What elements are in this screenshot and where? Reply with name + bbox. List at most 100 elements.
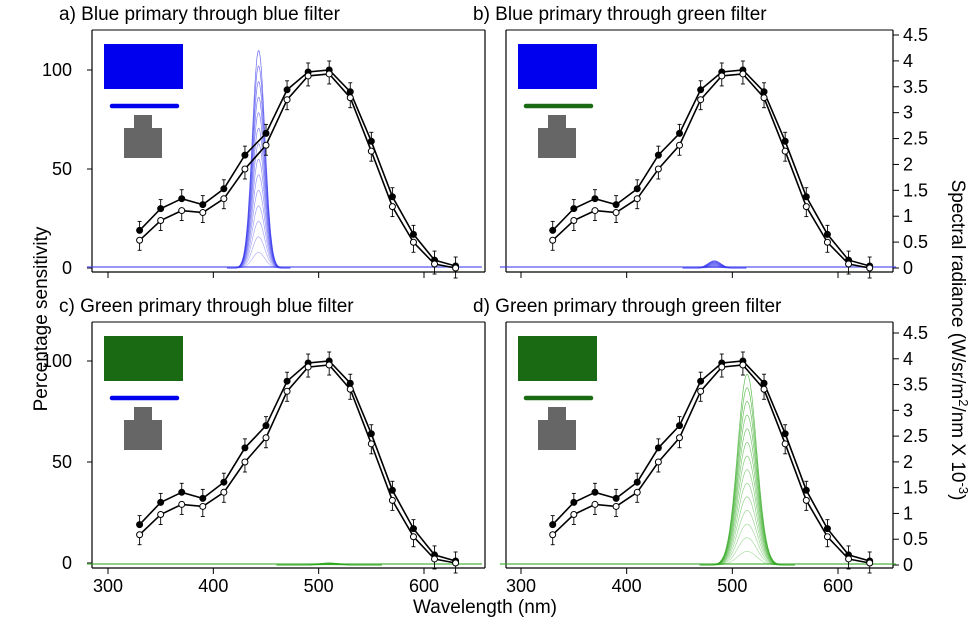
data-point-a-open-1 — [157, 216, 165, 224]
radiance-tick-label-d-9: 4.5 — [903, 323, 928, 343]
spectrum-trace-a-5 — [227, 189, 291, 269]
data-point-c-filled-6 — [262, 422, 270, 430]
sensitivity-line-a-filled — [139, 69, 456, 267]
data-point-b-filled-5 — [654, 151, 662, 159]
data-point-d-filled-4 — [633, 478, 641, 486]
data-point-a-open-0 — [136, 236, 144, 244]
data-point-b-filled-13 — [823, 230, 831, 238]
data-point-b-open-8 — [718, 72, 726, 80]
spectrum-trace-d-4 — [699, 510, 795, 566]
data-point-c-open-9 — [325, 361, 333, 369]
data-point-a-filled-0 — [136, 226, 144, 234]
x-tick-label-d-1: 400 — [612, 576, 642, 596]
data-point-c-filled-0 — [136, 521, 144, 529]
data-point-c-open-7 — [283, 387, 291, 395]
data-point-d-filled-13 — [823, 525, 831, 533]
panel-title-a: a) Blue primary through blue filter — [59, 4, 341, 25]
data-point-b-filled-3 — [612, 201, 620, 209]
radiance-tick-label-d-8: 4 — [903, 349, 913, 369]
data-point-d-open-8 — [718, 363, 726, 371]
panel-c: c) Green primary through blue filter 300 4… — [42, 296, 486, 596]
y-tick-label-a-2: 100 — [42, 60, 72, 80]
radiance-tick-label-b-9: 4.5 — [903, 25, 928, 45]
data-point-c-filled-5 — [241, 444, 249, 452]
data-point-a-filled-1 — [157, 205, 165, 213]
radiance-tick-label-b-7: 3.5 — [903, 77, 928, 97]
data-point-c-filled-10 — [346, 379, 354, 387]
radiance-tick-label-d-6: 3 — [903, 400, 913, 420]
data-point-b-open-4 — [633, 195, 641, 203]
data-point-b-open-14 — [845, 260, 853, 268]
data-point-d-open-9 — [739, 361, 747, 369]
data-point-a-filled-10 — [346, 88, 354, 96]
data-point-b-open-13 — [823, 238, 831, 246]
data-point-d-open-15 — [866, 559, 874, 567]
data-point-d-open-4 — [633, 488, 641, 496]
data-point-c-filled-11 — [367, 430, 375, 438]
data-point-d-open-3 — [612, 502, 620, 510]
data-point-c-open-12 — [388, 496, 396, 504]
data-point-d-filled-5 — [654, 444, 662, 452]
panels: a) Blue primary through blue filter05010… — [42, 4, 928, 596]
spectrum-b — [499, 260, 897, 269]
data-point-b-filled-2 — [591, 195, 599, 203]
data-point-a-open-4 — [220, 195, 228, 203]
data-point-d-filled-12 — [802, 486, 810, 494]
x-tick-label-d-3: 600 — [823, 576, 853, 596]
primary-color-patch-b — [518, 44, 597, 89]
data-point-b-filled-10 — [760, 88, 768, 96]
data-point-c-open-11 — [367, 440, 375, 448]
spectrum-trace-b-4 — [682, 265, 747, 269]
sensitivity-line-b-filled — [552, 69, 870, 267]
data-point-b-open-2 — [591, 207, 599, 215]
data-point-a-open-3 — [199, 209, 207, 217]
sensitivity-line-a-open — [139, 73, 456, 269]
data-point-b-open-15 — [866, 264, 874, 272]
data-point-b-filled-7 — [697, 86, 705, 94]
radiance-tick-label-b-0: 0 — [903, 258, 913, 278]
data-point-a-open-5 — [241, 165, 249, 173]
spectrum-trace-a-3 — [227, 221, 291, 269]
data-point-c-open-0 — [136, 531, 144, 539]
spectrum-trace-d-3 — [699, 523, 795, 566]
data-point-d-filled-10 — [760, 379, 768, 387]
data-point-d-open-10 — [760, 385, 768, 393]
spectrum-a — [86, 49, 482, 269]
sensitivity-line-b-open — [552, 73, 870, 269]
data-point-d-filled-6 — [676, 422, 683, 430]
data-point-a-open-8 — [304, 72, 312, 80]
spectrum-trace-d-13 — [699, 387, 795, 566]
sensitivity-line-d-open — [552, 364, 870, 564]
data-point-c-open-6 — [262, 434, 270, 442]
data-point-c-filled-1 — [157, 498, 165, 506]
spectrum-trace-a-7 — [227, 158, 291, 269]
y-axis-label-left: Percentage sensitivity — [31, 226, 52, 411]
data-point-d-open-11 — [781, 440, 789, 448]
data-point-a-open-14 — [431, 260, 439, 268]
data-point-c-open-14 — [431, 555, 439, 563]
data-point-a-filled-3 — [199, 201, 207, 209]
panel-title-b: b) Blue primary through green filter — [473, 4, 767, 25]
data-point-d-open-14 — [845, 555, 853, 563]
data-point-b-open-3 — [612, 209, 620, 217]
spectrum-trace-d-2 — [699, 537, 795, 566]
spectrum-trace-a-13 — [227, 65, 291, 269]
data-point-d-open-1 — [570, 511, 578, 519]
data-point-d-filled-11 — [781, 430, 789, 438]
data-point-a-open-15 — [452, 264, 460, 272]
data-point-a-open-9 — [325, 70, 333, 78]
data-point-b-filled-12 — [802, 193, 810, 201]
x-tick-label-c-1: 400 — [198, 576, 228, 596]
spectrum-trace-b-5 — [682, 265, 747, 269]
data-point-a-filled-11 — [367, 137, 375, 145]
x-tick-label-c-2: 500 — [304, 576, 334, 596]
data-point-c-open-1 — [157, 511, 165, 519]
data-point-b-filled-1 — [570, 205, 578, 213]
spectrum-trace-a-2 — [227, 236, 291, 269]
data-point-a-filled-7 — [283, 86, 291, 94]
y-axis-label-right: Spectral radiance (W/sr/m2/nm X 10-3) — [947, 180, 971, 501]
radiance-tick-label-d-1: 0.5 — [903, 529, 928, 549]
data-point-a-open-2 — [178, 207, 186, 215]
x-tick-label-c-0: 300 — [93, 576, 123, 596]
